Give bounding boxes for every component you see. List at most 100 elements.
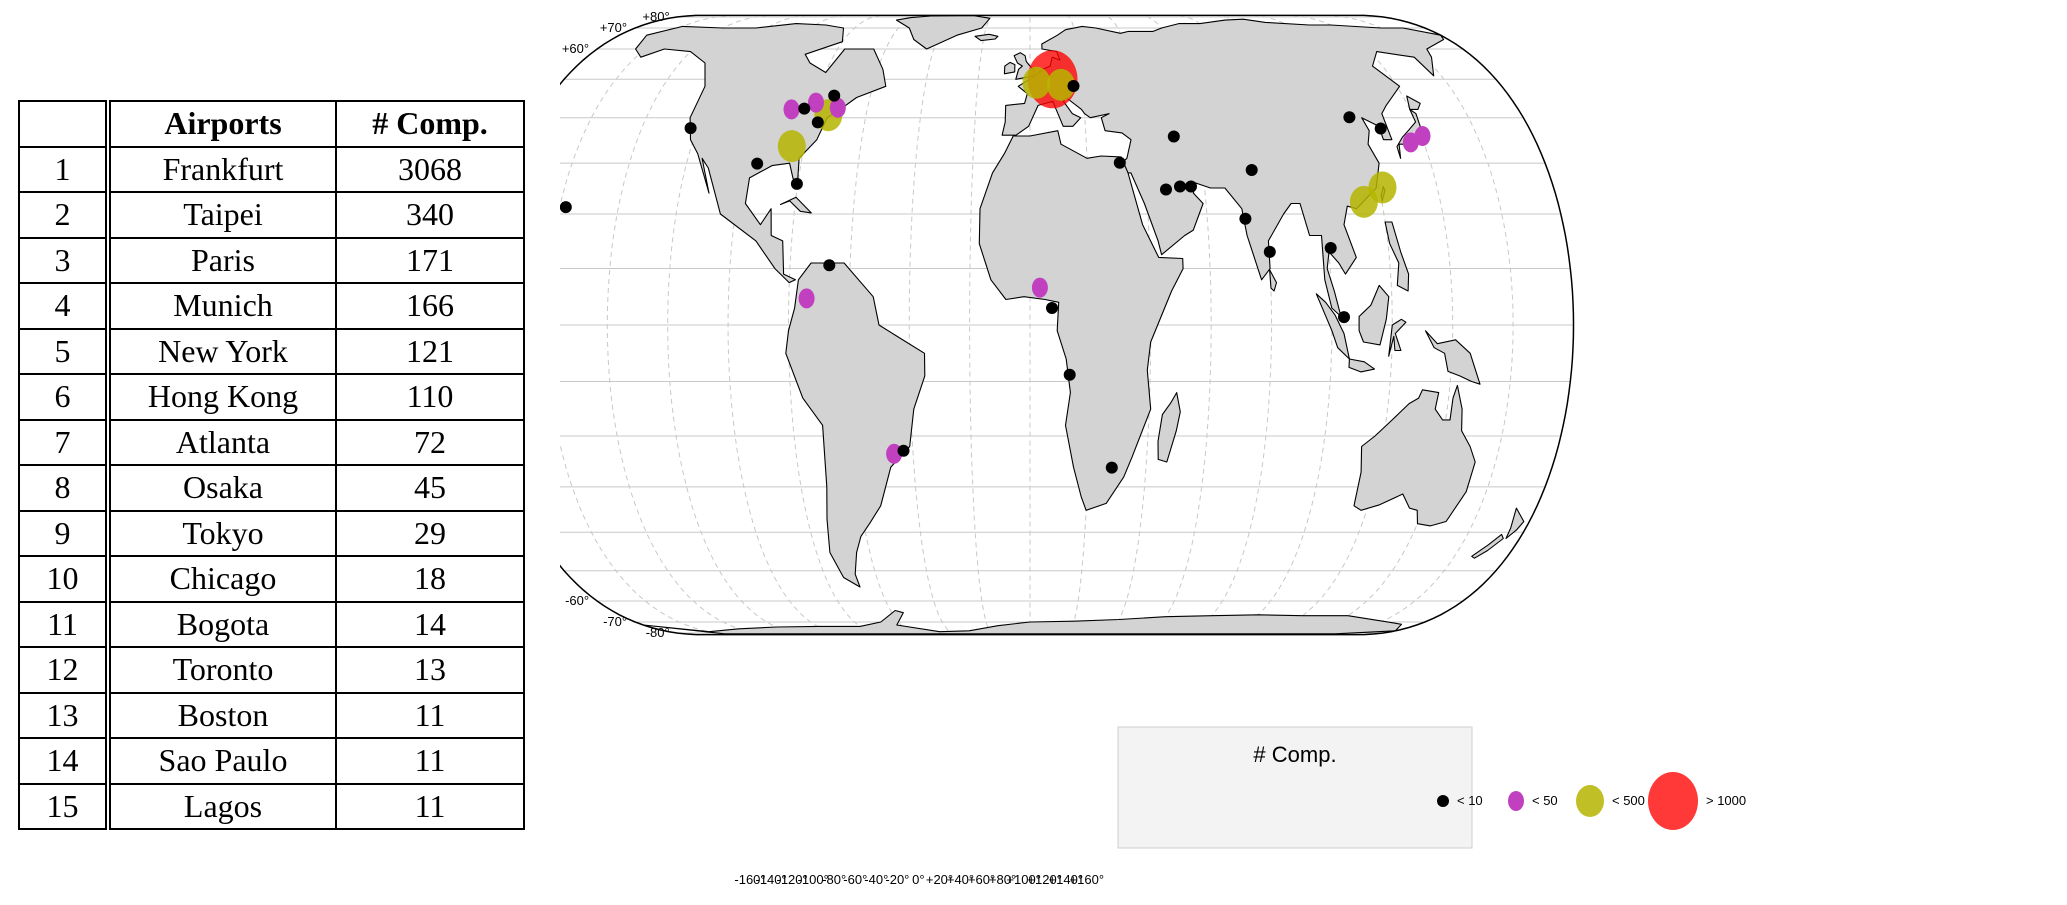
airport-marker	[1185, 180, 1197, 193]
rank-cell: 11	[18, 600, 109, 648]
land-masses	[635, 15, 1525, 635]
airport-cell: New York	[105, 327, 337, 375]
land-philippines	[1384, 221, 1410, 292]
longitude-label: -100°	[798, 872, 829, 887]
land-iceland	[974, 33, 999, 42]
world-map: +80°+70°+60°+50°+40°+30°+20°+10°0°-10°-2…	[560, 9, 1746, 887]
rank-cell: 3	[18, 236, 109, 284]
airport-cell: Toronto	[105, 646, 337, 694]
legend-marker-lt500	[1576, 785, 1604, 817]
comp-cell: 110	[335, 373, 525, 421]
rank-cell: 10	[18, 555, 109, 603]
latitude-label: +70°	[600, 20, 627, 35]
airport-cell: Boston	[105, 691, 337, 739]
land-south-america	[785, 262, 926, 588]
airport-marker	[811, 116, 824, 129]
meridian-line	[848, 15, 919, 635]
land-madagascar	[1157, 392, 1181, 463]
airport-marker	[684, 122, 697, 135]
land-new-guinea	[1424, 330, 1481, 385]
longitude-label: -140°	[755, 872, 786, 887]
longitude-label: -160°	[734, 872, 765, 887]
rank-cell: 5	[18, 327, 109, 375]
land-greenland	[895, 15, 991, 50]
latitude-label: -70°	[603, 614, 627, 629]
table-row: 13 Boston 11	[18, 691, 525, 739]
airport-marker	[823, 259, 836, 272]
rank-cell: 15	[18, 782, 109, 830]
airport-cell: Hong Kong	[105, 373, 337, 421]
land-north-america	[635, 23, 887, 284]
airport-marker	[1046, 68, 1075, 101]
land-new-zealand-n	[1505, 507, 1525, 540]
airport-marker	[1067, 80, 1080, 92]
longitude-label: +80°	[989, 872, 1016, 887]
table-row: 12 Toronto 13	[18, 646, 525, 694]
table-row: 5 New York 121	[18, 327, 525, 375]
airport-cell: Paris	[105, 236, 337, 284]
airport-marker	[1174, 180, 1186, 193]
land-java	[1348, 358, 1376, 373]
table-header-row: Airports # Comp.	[18, 100, 525, 148]
airport-marker	[897, 444, 910, 457]
table-row: 9 Tokyo 29	[18, 509, 525, 557]
airport-marker	[1343, 111, 1356, 124]
latitude-labels: +80°+70°+60°+50°+40°+30°+20°+10°0°-10°-2…	[562, 9, 670, 640]
longitude-label: -20°	[885, 872, 909, 887]
legend-title: # Comp.	[1253, 742, 1336, 767]
table-row: 1 Frankfurt 3068	[18, 145, 525, 193]
land-cuba	[779, 196, 812, 214]
airport-cell: Atlanta	[105, 418, 337, 466]
longitude-label: +160°	[1070, 872, 1104, 887]
comp-cell: 13	[335, 646, 525, 694]
airport-marker	[1374, 122, 1387, 135]
legend-marker-lt10	[1437, 795, 1449, 807]
legend-label: < 500	[1612, 793, 1645, 808]
rank-cell: 2	[18, 191, 109, 239]
map-outline	[560, 14, 1575, 636]
airport-marker	[1414, 126, 1431, 146]
land-hokkaido	[1406, 95, 1421, 110]
legend-label: < 10	[1457, 793, 1483, 808]
airport-cell: Chicago	[105, 555, 337, 603]
land-eurasia	[1001, 18, 1445, 318]
airport-marker	[1046, 302, 1058, 314]
land-australia	[1353, 384, 1476, 527]
rank-cell: 1	[18, 145, 109, 193]
airport-cell: Frankfurt	[105, 145, 337, 193]
table-row: 2 Taipei 340	[18, 191, 525, 239]
airport-cell: Lagos	[105, 782, 337, 830]
airport-marker	[1022, 66, 1051, 99]
rank-cell: 12	[18, 646, 109, 694]
land-antarctica	[642, 609, 1403, 635]
airport-marker	[1349, 185, 1378, 218]
table-row: 14 Sao Paulo 11	[18, 737, 525, 785]
latitude-label: +60°	[562, 41, 589, 56]
land-africa	[978, 130, 1184, 511]
airport-marker	[1167, 130, 1180, 143]
airport-marker	[1113, 156, 1126, 169]
longitude-label: +60°	[968, 872, 995, 887]
comp-cell: 18	[335, 555, 525, 603]
comp-cell: 340	[335, 191, 525, 239]
airport-markers	[560, 50, 1431, 474]
rank-cell: 8	[18, 464, 109, 512]
longitude-label: +100°	[1006, 872, 1040, 887]
airport-marker	[808, 92, 824, 113]
longitude-label: -80°	[822, 872, 846, 887]
longitude-label: +40°	[947, 872, 974, 887]
longitude-label: 0°	[912, 872, 924, 887]
legend-label: < 50	[1532, 793, 1558, 808]
table-row: 8 Osaka 45	[18, 464, 525, 512]
table-body: 1 Frankfurt 3068 2 Taipei 340 3 Paris 171 4 Munich…	[18, 145, 525, 830]
airport-marker	[1338, 311, 1350, 324]
longitude-label: +20°	[926, 872, 953, 887]
land-sumatra	[1315, 293, 1350, 360]
airport-marker	[829, 97, 846, 118]
table-row: 15 Lagos 11	[18, 782, 525, 830]
comp-cell: 3068	[335, 145, 525, 193]
longitude-labels: -160°-140°-120°-100°-80°-60°-40°-20° 0° +2…	[734, 872, 1104, 887]
longitude-label: +120°	[1027, 872, 1061, 887]
table-row: 6 Hong Kong 110	[18, 373, 525, 421]
legend-box	[1117, 726, 1473, 849]
